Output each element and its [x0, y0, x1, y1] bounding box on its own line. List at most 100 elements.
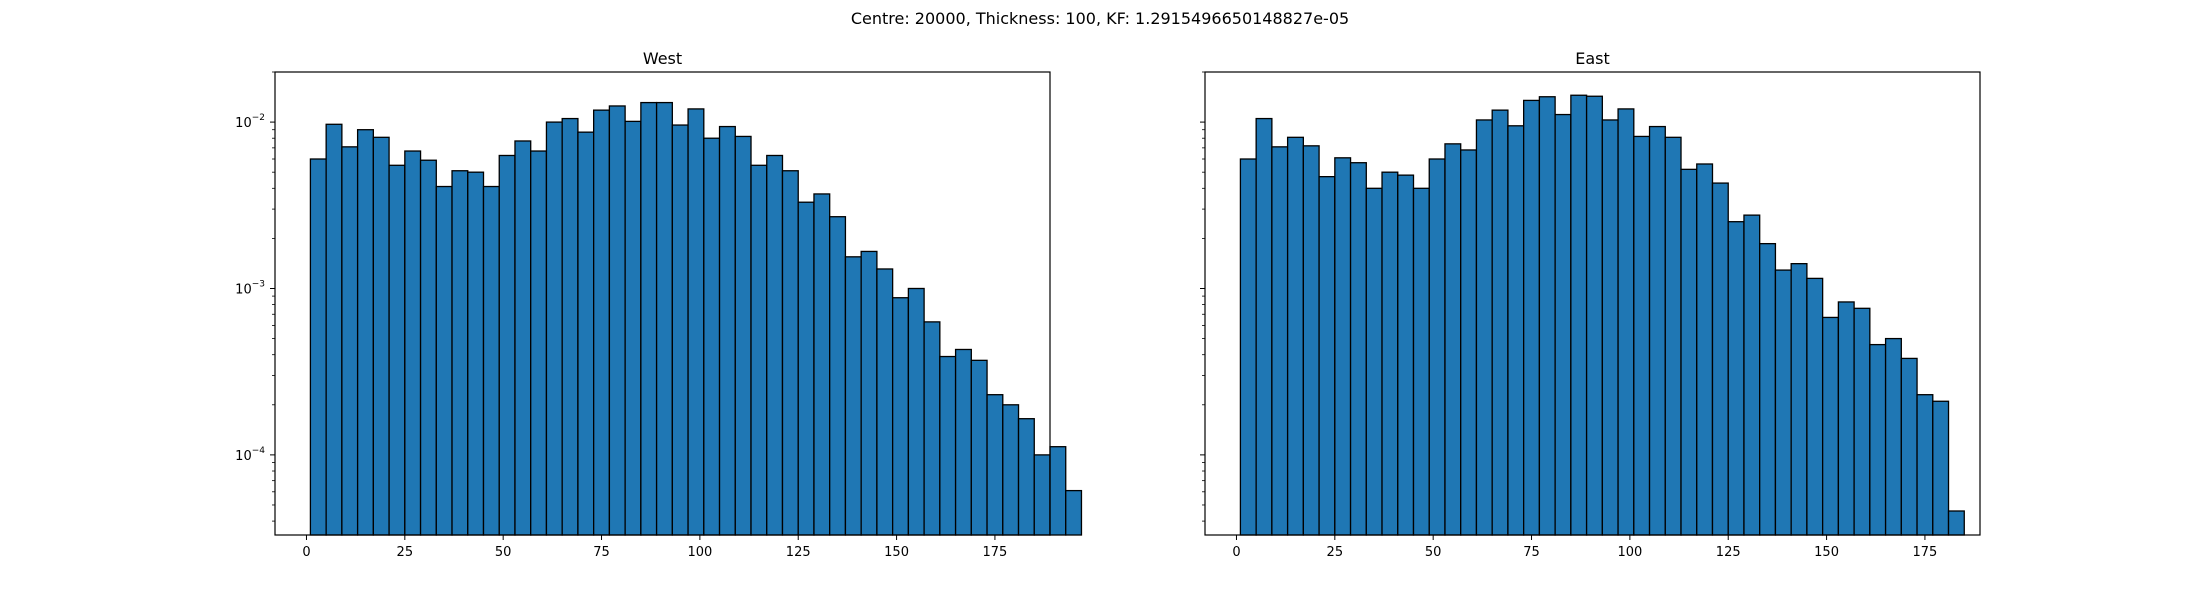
west-bar: [813, 193, 831, 536]
east-bar: [1884, 337, 1902, 536]
east-bar: [1428, 158, 1446, 536]
west-bar: [388, 164, 406, 536]
east-xtick-label: 50: [1425, 545, 1442, 560]
west-bar: [860, 250, 878, 536]
west-bar: [907, 287, 925, 536]
west-bar: [404, 150, 422, 536]
west-bar: [876, 268, 894, 536]
east-bar: [1523, 99, 1541, 536]
east-bar: [1475, 119, 1493, 536]
east-bar: [1853, 307, 1871, 536]
west-bar: [703, 137, 721, 536]
east-bar: [1585, 95, 1603, 536]
east-bar: [1743, 214, 1761, 536]
west-bar: [734, 135, 752, 536]
east-bar: [1711, 182, 1729, 536]
east-bar: [1790, 263, 1808, 536]
west-bar: [341, 146, 359, 536]
east-bar: [1460, 149, 1478, 536]
west-bar: [356, 129, 375, 536]
west-bar: [829, 216, 847, 536]
west-bar: [372, 136, 390, 536]
figure-suptitle: Centre: 20000, Thickness: 100, KF: 1.291…: [851, 9, 1349, 28]
east-bar: [1774, 269, 1792, 536]
east-axes-frame: [1204, 71, 1981, 536]
east-xtick-label: 125: [1716, 545, 1741, 560]
west-bar: [325, 123, 343, 536]
east-bar: [1334, 157, 1352, 536]
east-bar: [1349, 162, 1367, 536]
east-bar: [1239, 158, 1257, 536]
east-bar: [1633, 135, 1651, 536]
west-axes-frame: [274, 71, 1051, 536]
east-bar: [1869, 343, 1887, 536]
east-bar: [1444, 143, 1462, 536]
west-xtick-label: 175: [983, 545, 1008, 560]
west-bar: [514, 140, 532, 536]
west-bar: [1065, 489, 1083, 536]
east-bar: [1271, 146, 1289, 536]
west-xtick-label: 50: [495, 545, 512, 560]
west-xtick-label: 150: [884, 545, 909, 560]
west-bar: [624, 120, 642, 536]
east-xtick-label: 25: [1327, 545, 1344, 560]
east-bar: [1759, 242, 1777, 536]
east-bar: [1727, 221, 1745, 536]
east-bar: [1302, 145, 1320, 536]
west-bar: [671, 124, 689, 536]
east-bar: [1412, 187, 1430, 536]
west-xtick-label: 0: [302, 545, 310, 560]
west-bar: [1049, 446, 1067, 536]
west-bar: [781, 170, 799, 536]
west-bar: [718, 125, 736, 536]
east-bar: [1381, 171, 1399, 536]
west-bar: [577, 131, 595, 536]
west-xtick-label: 100: [687, 545, 712, 560]
east-xtick-label: 0: [1232, 545, 1240, 560]
east-bar: [1318, 176, 1336, 536]
east-bar: [1570, 94, 1588, 536]
west-bar: [750, 164, 768, 536]
west-bar: [655, 101, 673, 536]
west-bar: [797, 201, 815, 536]
west-bar: [467, 171, 485, 536]
west-bar: [844, 256, 862, 536]
west-bar: [451, 170, 469, 536]
east-bar: [1507, 125, 1525, 536]
east-bar: [1255, 117, 1273, 536]
west-xtick-label: 25: [397, 545, 414, 560]
east-bar: [1806, 277, 1824, 536]
west-bar: [640, 101, 658, 536]
east-bar: [1932, 400, 1950, 536]
west-bar: [766, 154, 784, 536]
west-bar: [1017, 418, 1035, 536]
west-bar: [530, 150, 548, 536]
west-bar: [954, 348, 972, 536]
east-xtick-label: 100: [1617, 545, 1642, 560]
west-bar: [593, 109, 611, 536]
east-bar: [1648, 125, 1666, 536]
west-bar: [1033, 454, 1051, 536]
east-xtick-label: 175: [1913, 545, 1938, 560]
west-bar: [687, 108, 705, 536]
west-xtick-label: 125: [786, 545, 811, 560]
west-bar: [986, 394, 1004, 536]
east-bar: [1837, 301, 1855, 536]
west-title: West: [643, 49, 682, 68]
east-bar: [1554, 113, 1572, 536]
east-xtick-label: 75: [1523, 545, 1540, 560]
east-bar: [1538, 96, 1556, 536]
west-bar: [891, 297, 910, 536]
east-bar: [1916, 394, 1934, 536]
east-title: East: [1575, 49, 1610, 68]
west-xtick-label: 75: [593, 545, 610, 560]
east-bar: [1900, 357, 1918, 536]
west-bar: [970, 359, 988, 536]
east-xtick-label: 150: [1814, 545, 1839, 560]
west-bar: [309, 158, 327, 536]
east-bar: [1821, 316, 1840, 536]
east-bar: [1286, 136, 1305, 536]
east-bar: [1947, 510, 1965, 536]
